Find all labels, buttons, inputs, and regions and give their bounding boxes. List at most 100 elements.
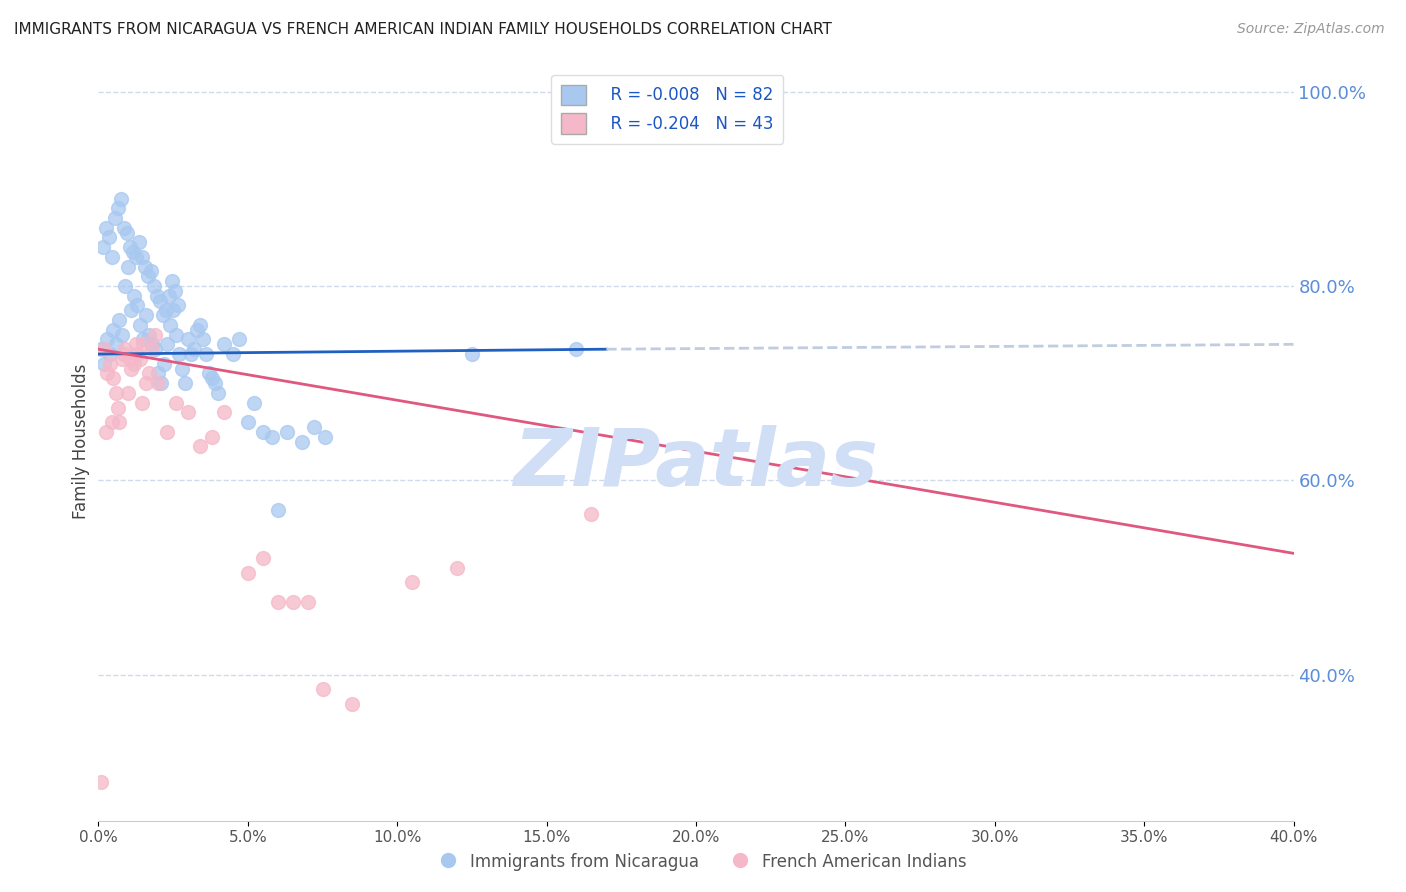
Point bbox=[267, 595, 290, 609]
Point bbox=[128, 235, 150, 250]
Point bbox=[276, 425, 298, 439]
Point bbox=[204, 376, 226, 391]
Point bbox=[107, 201, 129, 215]
Point bbox=[461, 347, 484, 361]
Point bbox=[115, 226, 138, 240]
Point bbox=[150, 376, 173, 391]
Point bbox=[112, 347, 135, 361]
Point bbox=[114, 342, 136, 356]
Point bbox=[148, 376, 170, 391]
Text: Source: ZipAtlas.com: Source: ZipAtlas.com bbox=[1237, 22, 1385, 37]
Point bbox=[132, 333, 155, 347]
Point bbox=[174, 376, 197, 391]
Point bbox=[120, 303, 142, 318]
Point bbox=[446, 561, 468, 575]
Point bbox=[141, 337, 163, 351]
Point bbox=[156, 337, 179, 351]
Point bbox=[188, 439, 211, 453]
Point bbox=[167, 347, 190, 361]
Point bbox=[267, 502, 290, 516]
Point bbox=[311, 682, 333, 697]
Point bbox=[90, 342, 112, 356]
Point bbox=[281, 595, 304, 609]
Point bbox=[104, 211, 127, 225]
Point bbox=[121, 244, 143, 259]
Point bbox=[198, 367, 221, 381]
Point bbox=[236, 566, 259, 580]
Point bbox=[139, 264, 162, 278]
Point bbox=[302, 420, 325, 434]
Point bbox=[96, 333, 118, 347]
Point bbox=[565, 342, 588, 356]
Point bbox=[127, 298, 149, 312]
Point bbox=[138, 327, 160, 342]
Point bbox=[195, 347, 218, 361]
Point bbox=[315, 430, 337, 444]
Point bbox=[243, 395, 266, 409]
Point bbox=[166, 298, 188, 312]
Point bbox=[152, 308, 174, 322]
Point bbox=[98, 347, 122, 361]
Point bbox=[135, 308, 157, 322]
Point bbox=[172, 361, 194, 376]
Point bbox=[101, 415, 124, 429]
Point bbox=[107, 401, 129, 415]
Point bbox=[581, 508, 603, 522]
Point bbox=[112, 220, 135, 235]
Point bbox=[222, 347, 245, 361]
Point bbox=[162, 303, 184, 318]
Point bbox=[156, 425, 179, 439]
Point bbox=[125, 337, 148, 351]
Point bbox=[108, 415, 131, 429]
Point bbox=[118, 240, 141, 254]
Point bbox=[141, 342, 163, 356]
Point bbox=[131, 250, 153, 264]
Point bbox=[186, 323, 208, 337]
Point bbox=[177, 333, 200, 347]
Point bbox=[103, 371, 125, 385]
Point bbox=[145, 289, 167, 303]
Point bbox=[94, 220, 117, 235]
Point bbox=[165, 395, 187, 409]
Point bbox=[98, 357, 122, 371]
Text: IMMIGRANTS FROM NICARAGUA VS FRENCH AMERICAN INDIAN FAMILY HOUSEHOLDS CORRELATIO: IMMIGRANTS FROM NICARAGUA VS FRENCH AMER… bbox=[14, 22, 832, 37]
Point bbox=[143, 342, 166, 356]
Point bbox=[90, 774, 112, 789]
Point bbox=[93, 357, 115, 371]
Point bbox=[142, 279, 165, 293]
Point bbox=[260, 430, 283, 444]
Point bbox=[188, 318, 211, 332]
Point bbox=[134, 260, 156, 274]
Point bbox=[177, 405, 200, 419]
Point bbox=[94, 425, 117, 439]
Point bbox=[149, 293, 172, 308]
Point bbox=[153, 357, 176, 371]
Point bbox=[143, 327, 166, 342]
Point bbox=[96, 367, 118, 381]
Point bbox=[125, 250, 148, 264]
Point bbox=[110, 192, 132, 206]
Point bbox=[297, 595, 319, 609]
Point bbox=[157, 289, 180, 303]
Point bbox=[93, 342, 115, 356]
Point bbox=[212, 405, 235, 419]
Point bbox=[105, 386, 128, 401]
Point bbox=[148, 367, 170, 381]
Y-axis label: Family Households: Family Households bbox=[72, 364, 90, 519]
Point bbox=[165, 327, 187, 342]
Text: ZIPatlas: ZIPatlas bbox=[513, 425, 879, 503]
Point bbox=[159, 318, 181, 332]
Point bbox=[201, 371, 224, 385]
Point bbox=[138, 367, 160, 381]
Point bbox=[163, 284, 186, 298]
Point bbox=[136, 269, 159, 284]
Point bbox=[191, 333, 214, 347]
Point bbox=[124, 357, 146, 371]
Point bbox=[291, 434, 314, 449]
Point bbox=[129, 351, 152, 366]
Point bbox=[236, 415, 259, 429]
Point bbox=[129, 318, 152, 332]
Point bbox=[127, 347, 149, 361]
Point bbox=[103, 323, 125, 337]
Point bbox=[160, 274, 183, 288]
